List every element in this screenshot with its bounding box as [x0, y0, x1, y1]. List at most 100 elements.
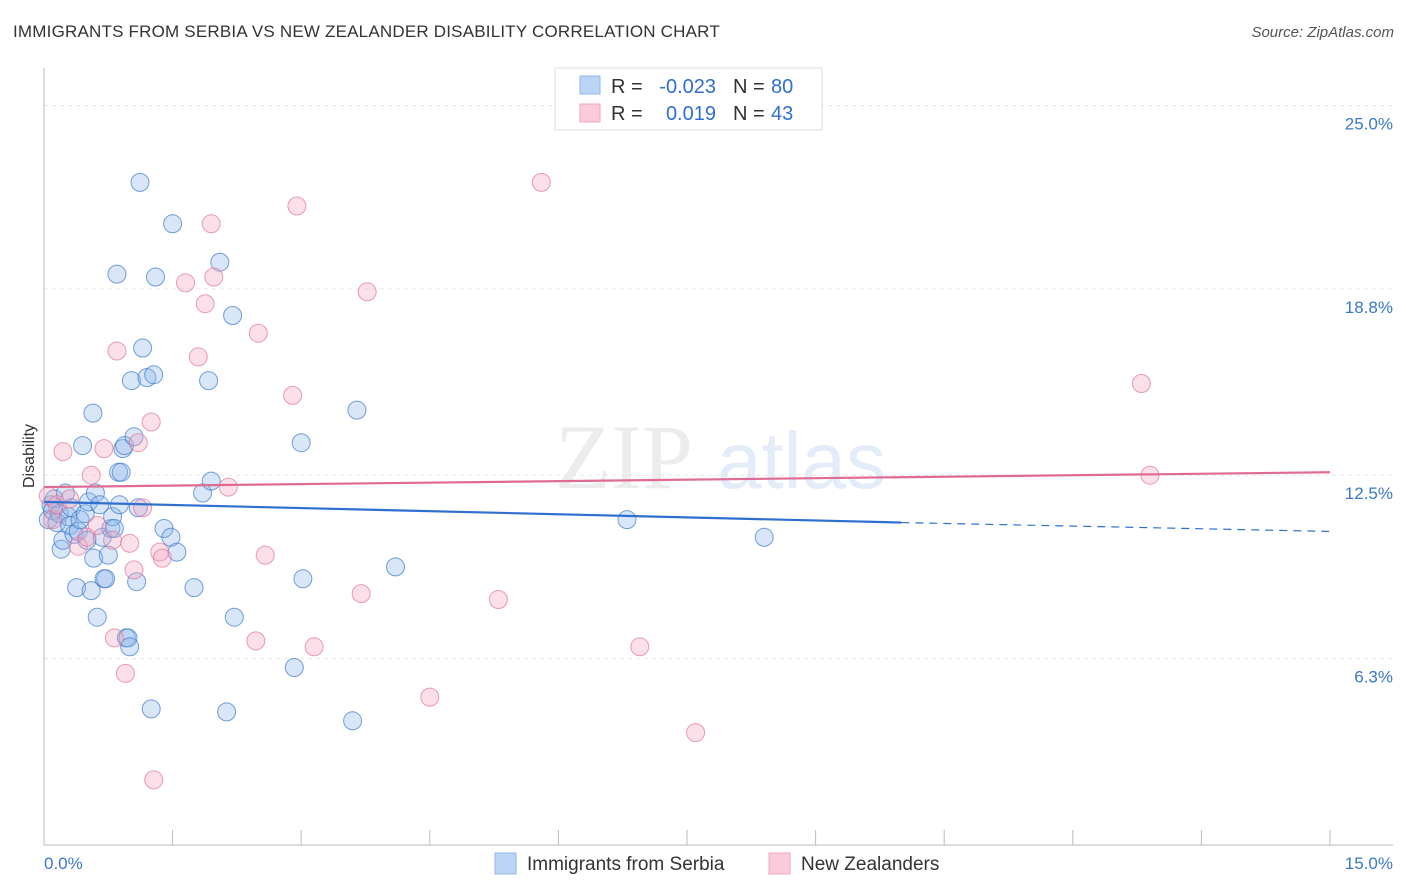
serbia-point: [87, 607, 107, 627]
trend-lines: [43, 471, 1331, 533]
nz-point: [531, 172, 551, 192]
nz-point: [81, 465, 101, 485]
nz-point: [176, 273, 195, 293]
serbia-point: [103, 507, 123, 527]
nz-point: [141, 412, 161, 432]
nz-point: [115, 663, 135, 683]
serbia-point: [130, 172, 150, 192]
serbia-point: [347, 400, 367, 420]
serbia-point: [217, 702, 237, 722]
trend-line-serbia: [43, 500, 902, 524]
legend-swatch-serbia: [579, 75, 601, 95]
x-tick-label-min: 0.0%: [44, 854, 83, 873]
nz-point: [287, 196, 307, 216]
serbia-point: [210, 252, 230, 272]
nz-point: [283, 385, 303, 405]
nz-point: [351, 584, 371, 604]
serbia-point: [291, 433, 311, 453]
serbia-point: [84, 548, 104, 568]
nz-point: [60, 489, 80, 509]
nz-point: [1131, 374, 1151, 393]
nz-point: [246, 631, 266, 651]
nz-point: [255, 545, 275, 565]
serbia-point: [141, 699, 161, 719]
nz-point: [152, 548, 172, 568]
nz-point: [133, 498, 153, 518]
nz-point: [630, 637, 650, 657]
bottom-legend-swatch-serbia: [494, 852, 517, 875]
series-legend: Immigrants from Serbia New Zealanders: [494, 852, 939, 875]
y-tick-label: 12.5%: [1345, 484, 1393, 503]
nz-point: [53, 442, 73, 462]
nz-point: [248, 323, 268, 343]
serbia-point: [199, 371, 219, 391]
x-tick-label-max: 15.0%: [1345, 854, 1393, 873]
serbia-point: [223, 306, 243, 325]
serbia-point: [293, 569, 313, 589]
bottom-legend-label-nz: New Zealanders: [801, 854, 939, 875]
watermark-atlas: atlas: [717, 416, 886, 505]
nz-point: [128, 433, 148, 453]
serbia-point: [754, 527, 774, 547]
serbia-point: [201, 471, 221, 491]
bottom-legend-label-serbia: Immigrants from Serbia: [527, 854, 725, 875]
serbia-point: [67, 578, 87, 598]
serbia-point: [111, 462, 131, 482]
serbia-point: [343, 711, 363, 731]
nz-point: [218, 477, 238, 497]
nz-point: [686, 723, 706, 743]
serbia-point: [107, 264, 127, 284]
nz-point: [103, 530, 123, 550]
chart-source: Source: ZipAtlas.com: [1251, 24, 1394, 41]
serbia-point: [75, 504, 95, 524]
y-tick-label: 6.3%: [1354, 668, 1393, 687]
nz-point: [104, 628, 124, 648]
legend-r-value-serbia: -0.023: [659, 76, 716, 98]
nz-point: [204, 267, 224, 287]
y-tick-label: 25.0%: [1345, 114, 1393, 133]
serbia-point: [121, 371, 141, 391]
serbia-point: [96, 569, 116, 589]
nz-point: [107, 341, 127, 361]
y-tick-labels: 6.3% 12.5% 18.8% 25.0%: [1345, 114, 1393, 686]
serbia-point: [617, 510, 637, 530]
series-nz-points: [38, 172, 1160, 790]
legend-n-label-serbia: N =: [733, 76, 765, 98]
nz-point: [420, 687, 440, 707]
serbia-point: [83, 403, 103, 423]
legend-r-label-nz: R =: [611, 103, 643, 125]
legend-r-label-serbia: R =: [611, 76, 643, 98]
nz-point: [43, 510, 63, 530]
serbia-point: [167, 542, 187, 562]
nz-point: [488, 590, 508, 609]
nz-point: [47, 495, 67, 515]
chart-title: IMMIGRANTS FROM SERBIA VS NEW ZEALANDER …: [13, 22, 720, 41]
serbia-point: [224, 607, 244, 627]
serbia-point: [386, 557, 405, 577]
serbia-point: [98, 545, 118, 565]
trend-line-nz: [43, 471, 1331, 489]
legend-swatch-nz: [579, 103, 601, 123]
serbia-point: [146, 267, 165, 287]
trend-line-serbia-extension: [901, 521, 1331, 533]
serbia-point: [184, 578, 204, 598]
gridlines: [44, 104, 1393, 660]
watermark-zip: ZIP: [555, 406, 693, 508]
legend-n-value-serbia: 80: [771, 76, 793, 98]
nz-point: [304, 637, 324, 657]
serbia-point: [163, 214, 183, 234]
serbia-point: [90, 495, 110, 515]
serbia-point: [120, 637, 140, 657]
legend-r-value-nz: 0.019: [666, 103, 716, 125]
legend-n-label-nz: N =: [733, 103, 765, 125]
serbia-point: [81, 581, 101, 601]
bottom-legend-swatch-nz: [768, 852, 791, 875]
serbia-point: [144, 365, 164, 385]
serbia-point: [70, 510, 90, 530]
nz-point: [357, 282, 377, 302]
serbia-point: [133, 338, 153, 358]
y-tick-label: 18.8%: [1345, 298, 1393, 317]
nz-point: [87, 516, 107, 535]
x-axis-ticks: [43, 830, 1331, 845]
nz-point: [124, 560, 144, 580]
